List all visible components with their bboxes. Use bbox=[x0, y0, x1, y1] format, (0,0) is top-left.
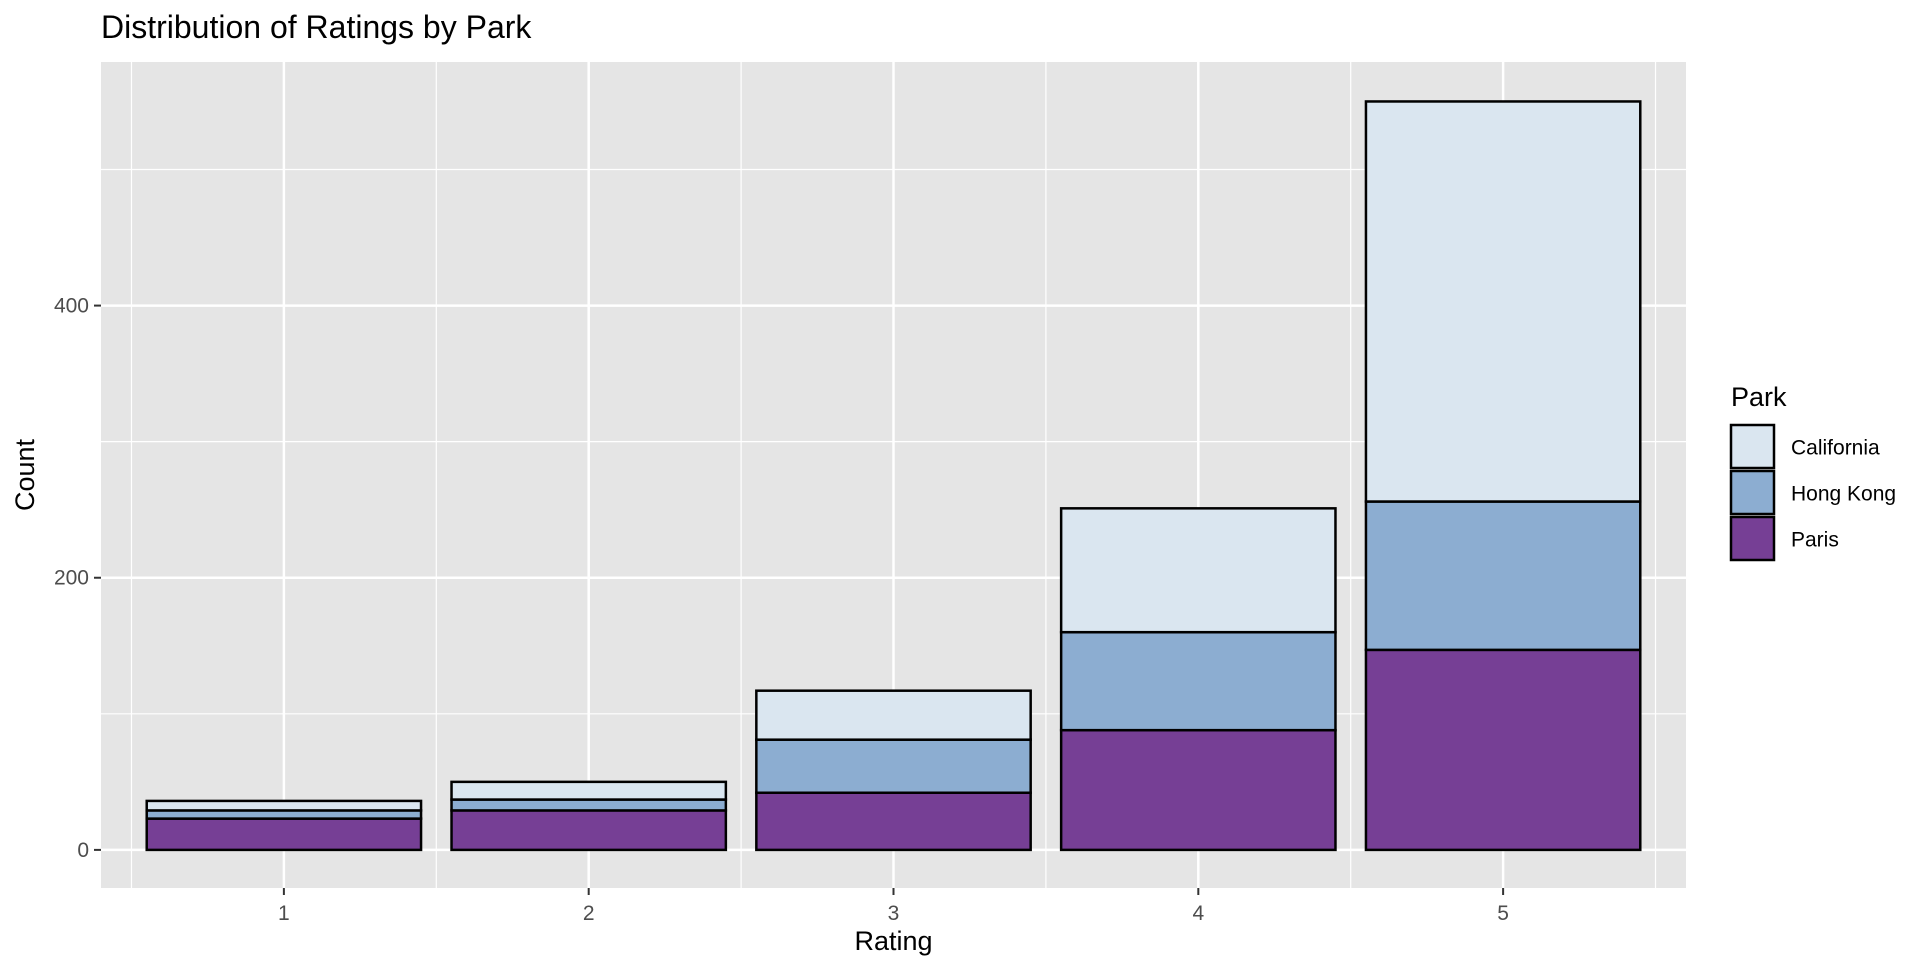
bar-segment-california-4 bbox=[1059, 507, 1337, 634]
y-tick-label: 0 bbox=[77, 839, 89, 862]
y-tick-label: 200 bbox=[54, 567, 89, 590]
legend: Park California Hong Kong Paris bbox=[1729, 382, 1896, 562]
axes-layer: 0 200 400 1 2 3 4 5 bbox=[54, 295, 1509, 925]
x-tick-label: 5 bbox=[1497, 902, 1509, 925]
bar-segment-california-1 bbox=[145, 799, 423, 812]
bar-segment-hong-kong-4 bbox=[1059, 630, 1337, 732]
bar-segment-paris-5 bbox=[1364, 648, 1642, 852]
x-axis-title: Rating bbox=[854, 926, 932, 956]
x-tick-label: 3 bbox=[888, 902, 900, 925]
bar-segment-california-2 bbox=[450, 780, 728, 801]
legend-label-hong-kong: Hong Kong bbox=[1791, 483, 1896, 506]
y-tick-label: 400 bbox=[54, 295, 89, 318]
bar-segment-paris-1 bbox=[145, 817, 423, 852]
bar-segment-hong-kong-3 bbox=[755, 738, 1032, 794]
bar-segment-california-5 bbox=[1364, 100, 1642, 503]
bar-segment-paris-4 bbox=[1059, 728, 1337, 852]
legend-label-california: California bbox=[1791, 437, 1880, 460]
bar-segment-hong-kong-5 bbox=[1364, 500, 1642, 652]
bars-layer bbox=[145, 100, 1642, 852]
legend-swatch-california bbox=[1729, 423, 1776, 470]
bar-segment-paris-3 bbox=[755, 791, 1032, 852]
x-tick-label: 4 bbox=[1192, 902, 1204, 925]
bar-segment-hong-kong-2 bbox=[450, 798, 728, 812]
chart-title: Distribution of Ratings by Park bbox=[101, 9, 532, 45]
legend-label-paris: Paris bbox=[1791, 529, 1839, 552]
y-axis-title: Count bbox=[10, 438, 40, 511]
bar-segment-paris-2 bbox=[450, 809, 728, 852]
legend-swatch-paris bbox=[1729, 515, 1776, 562]
legend-swatch-hong-kong bbox=[1729, 469, 1776, 516]
bar-segment-california-3 bbox=[755, 689, 1032, 741]
x-tick-label: 1 bbox=[278, 902, 290, 925]
x-tick-label: 2 bbox=[583, 902, 595, 925]
legend-title: Park bbox=[1731, 382, 1787, 412]
